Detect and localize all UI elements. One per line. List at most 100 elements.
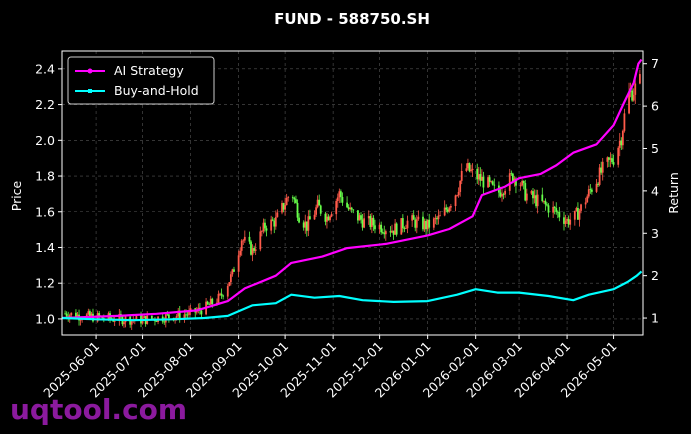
candle-body <box>260 231 263 232</box>
candle-body <box>639 74 641 84</box>
candle-body <box>406 220 409 229</box>
candle-body <box>123 322 125 325</box>
candle-body <box>220 293 223 296</box>
legend-label-bh: Buy-and-Hold <box>114 83 199 98</box>
candle-body <box>578 210 581 220</box>
candlesticks <box>64 69 641 330</box>
candle-body <box>166 314 169 316</box>
candle-body <box>70 312 73 316</box>
candle-body <box>564 220 567 224</box>
candle-body <box>352 209 355 211</box>
candle-body <box>501 194 503 197</box>
candle-body <box>79 319 82 321</box>
candle-body <box>335 201 338 215</box>
candle-body <box>573 210 576 220</box>
candle-body <box>456 195 458 197</box>
candle-body <box>188 310 190 315</box>
candle-body <box>621 130 624 146</box>
candle-body <box>274 217 277 227</box>
y2-tick-label: 2 <box>651 268 659 283</box>
candle-body <box>229 274 232 283</box>
candle-body <box>217 293 220 303</box>
candle-body <box>250 241 252 255</box>
candle-body <box>563 217 565 224</box>
candle-body <box>628 91 630 114</box>
candle-body <box>558 212 561 218</box>
watermark-logo: uqtool.com <box>10 393 187 426</box>
candle-body <box>446 209 449 212</box>
candle-body <box>471 168 474 171</box>
candle-body <box>175 316 178 318</box>
candle-body <box>547 205 550 213</box>
candle-body <box>135 315 138 320</box>
candle-body <box>403 228 406 229</box>
y-tick-label: 1.8 <box>35 169 55 184</box>
candle-body <box>206 301 209 305</box>
candle-body <box>553 206 556 209</box>
candle-body <box>285 197 288 206</box>
candle-body <box>480 176 483 181</box>
candle-body <box>189 308 192 311</box>
candle-body <box>586 196 589 203</box>
candle-body <box>606 157 609 162</box>
candle-body <box>544 200 547 205</box>
y2-tick-label: 1 <box>651 311 659 326</box>
candle-body <box>487 177 489 188</box>
candle-body <box>338 191 341 198</box>
y2-tick-label: 5 <box>651 141 659 156</box>
y2-tick-label: 6 <box>651 99 659 114</box>
candle-body <box>293 198 296 200</box>
candle-body <box>130 320 133 325</box>
candle-body <box>439 215 441 217</box>
candle-body <box>313 214 316 220</box>
candle-body <box>525 193 528 201</box>
candle-body <box>240 240 243 251</box>
candle-body <box>178 310 181 320</box>
candle-body <box>470 170 472 172</box>
candle-body <box>632 94 635 101</box>
candle-body <box>533 195 536 199</box>
candle-body <box>542 200 545 202</box>
candle-body <box>347 207 350 210</box>
candle-body <box>394 223 397 235</box>
candle-body <box>315 207 317 215</box>
candle-body <box>587 189 590 197</box>
candle-body <box>617 147 620 165</box>
candle-body <box>211 298 214 305</box>
candle-body <box>264 222 266 229</box>
candle-body <box>346 202 348 208</box>
candle-body <box>521 180 524 186</box>
candle-body <box>186 314 189 316</box>
candle-body <box>536 194 539 207</box>
candle-body <box>488 177 491 182</box>
candle-body <box>296 202 299 218</box>
candle-body <box>281 203 283 213</box>
candle-body <box>422 216 424 230</box>
candle-body <box>143 316 146 319</box>
buy-and-hold-line <box>61 270 643 322</box>
candle-body <box>477 174 480 180</box>
candle-body <box>476 168 479 180</box>
candle-body <box>552 206 555 213</box>
candle-body <box>608 157 610 160</box>
candle-body <box>601 161 604 173</box>
candle-body <box>567 218 570 225</box>
candle-body <box>401 218 404 229</box>
candle-body <box>251 248 254 255</box>
candle-body <box>304 221 307 228</box>
candle-body <box>508 173 511 191</box>
candle-body <box>600 167 603 173</box>
candle-body <box>504 190 507 195</box>
legend-marker-ai <box>87 68 93 74</box>
candle-body <box>254 249 257 251</box>
candle-body <box>319 205 322 214</box>
candle-body <box>395 223 398 235</box>
candle-body <box>361 219 364 228</box>
candle-body <box>598 167 601 185</box>
candle-body <box>298 217 300 223</box>
candle-body <box>423 220 426 230</box>
candle-body <box>524 183 527 201</box>
candle-body <box>383 232 386 235</box>
candle-body <box>556 211 559 213</box>
